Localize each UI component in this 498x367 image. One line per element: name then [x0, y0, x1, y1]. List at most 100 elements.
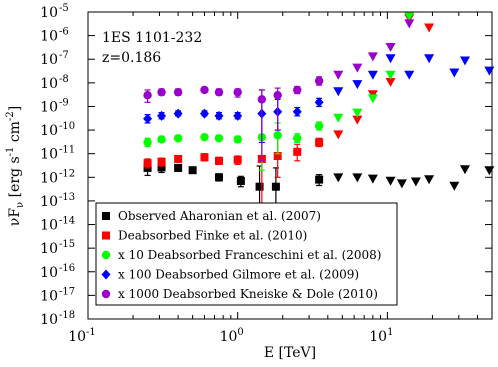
- data-point: [174, 154, 183, 163]
- y-tick-label: 10-10: [40, 121, 75, 139]
- legend-marker: [102, 212, 110, 220]
- data-point: [143, 90, 152, 100]
- data-point: [293, 134, 302, 143]
- data-point: [257, 95, 267, 104]
- upper-limit: [367, 52, 378, 62]
- upper-limit: [404, 19, 415, 29]
- upper-limit: [449, 68, 460, 78]
- data-point: [173, 134, 183, 143]
- data-point: [173, 108, 183, 119]
- legend-box: [95, 202, 398, 306]
- y-tick-label: 10-8: [40, 74, 69, 92]
- data-point: [314, 97, 324, 108]
- x-axis-label: E [TeV]: [264, 345, 316, 361]
- data-point: [293, 147, 302, 156]
- legend-marker: [101, 250, 111, 260]
- upper-limit: [333, 70, 344, 80]
- y-tick-label: 10-11: [40, 145, 75, 163]
- upper-limit: [459, 165, 470, 175]
- legend-label: x 100 Deabsorbed Gilmore et al. (2009): [118, 268, 359, 282]
- y-tick-label: 10-14: [40, 216, 75, 234]
- upper-limit: [385, 77, 396, 87]
- data-point: [233, 88, 242, 97]
- data-point: [292, 106, 302, 117]
- data-point: [236, 176, 245, 185]
- series-2: [143, 12, 415, 171]
- data-point: [314, 76, 324, 86]
- y-tick-label: 10-16: [40, 263, 75, 281]
- upper-limit: [385, 42, 396, 52]
- upper-limit: [404, 70, 415, 80]
- upper-limit: [424, 175, 435, 185]
- upper-limit: [385, 70, 396, 80]
- upper-limit: [333, 130, 344, 140]
- data-point: [271, 182, 280, 191]
- upper-limit: [484, 66, 495, 76]
- data-point: [314, 121, 324, 131]
- upper-limit: [484, 166, 495, 176]
- data-point: [157, 88, 166, 97]
- upper-limit: [396, 179, 407, 189]
- legend-label: Observed Aharonian et al. (2007): [118, 209, 321, 223]
- data-point: [255, 182, 264, 191]
- data-point: [233, 110, 243, 121]
- upper-limit: [367, 70, 378, 80]
- legend-marker: [101, 289, 111, 299]
- legend-marker: [102, 231, 110, 240]
- y-tick-label: 10-9: [40, 97, 69, 115]
- x-tick-label: 100: [220, 327, 244, 345]
- y-tick-label: 10-5: [40, 3, 69, 21]
- data-point: [143, 159, 152, 168]
- x-tick-label: 10-1: [68, 327, 96, 345]
- upper-limit: [352, 63, 363, 73]
- upper-limit: [410, 177, 421, 187]
- data-point: [200, 132, 209, 142]
- upper-limit: [333, 113, 344, 123]
- upper-limit: [404, 12, 415, 22]
- data-point: [188, 166, 197, 175]
- upper-limit: [385, 176, 396, 186]
- data-point: [273, 131, 282, 140]
- upper-limit: [333, 173, 344, 183]
- legend-label: x 10 Deabsorbed Franceschini et al. (200…: [118, 248, 381, 262]
- x-tick-label: 101: [369, 327, 393, 345]
- data-point: [157, 163, 166, 172]
- data-point: [173, 88, 183, 97]
- data-point: [143, 113, 153, 124]
- data-point: [200, 85, 209, 95]
- y-tick-label: 10-17: [40, 286, 75, 304]
- y-tick-label: 10-13: [40, 192, 75, 210]
- upper-limit: [333, 87, 344, 97]
- upper-limit: [385, 54, 396, 64]
- upper-limit: [352, 173, 363, 183]
- annotation-source: 1ES 1101-232: [102, 30, 202, 46]
- data-point: [157, 157, 166, 166]
- upper-limit: [459, 56, 470, 66]
- data-point: [214, 134, 224, 143]
- upper-limit: [352, 115, 363, 125]
- data-point: [214, 156, 223, 165]
- data-point: [143, 138, 152, 147]
- upper-limit: [424, 23, 435, 33]
- data-point: [157, 135, 166, 144]
- data-point: [273, 151, 282, 160]
- svg-text:νFν [erg s-1 cm-2]: νFν [erg s-1 cm-2]: [5, 106, 26, 226]
- upper-limit: [352, 80, 363, 90]
- data-point: [233, 155, 242, 164]
- data-point: [233, 135, 242, 144]
- y-tick-label: 10-6: [40, 27, 69, 45]
- legend: Observed Aharonian et al. (2007) Deabsorb…: [95, 202, 398, 306]
- data-point: [214, 88, 224, 97]
- y-tick-label: 10-18: [40, 310, 75, 328]
- data-point: [273, 90, 282, 100]
- data-point: [315, 138, 324, 147]
- upper-limit: [449, 181, 460, 191]
- upper-limit: [424, 54, 435, 64]
- upper-limit: [367, 94, 378, 104]
- y-tick-label: 10-15: [40, 239, 75, 257]
- series-4: [143, 19, 415, 162]
- data-point: [214, 110, 224, 121]
- plot-frame: [87, 11, 493, 320]
- data-point: [293, 85, 302, 95]
